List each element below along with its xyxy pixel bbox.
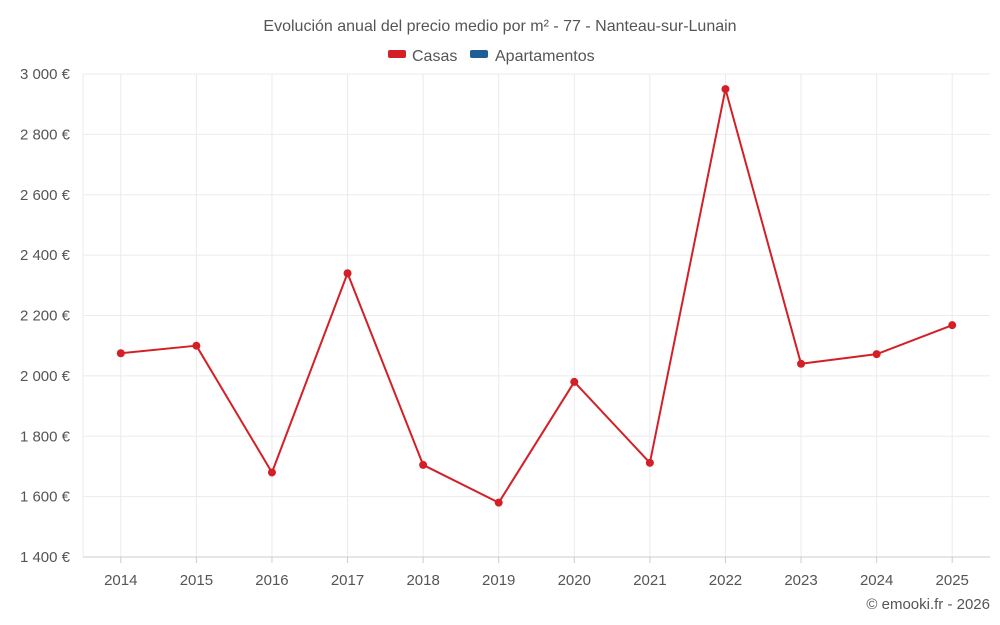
data-point-casas-2023[interactable]: [797, 359, 806, 368]
y-tick-label: 2 200 €: [20, 308, 71, 325]
y-tick-label: 2 000 €: [20, 368, 71, 385]
data-point-casas-2018[interactable]: [419, 460, 428, 469]
y-tick-label: 2 800 €: [20, 126, 71, 143]
x-axis: 2014 2015 2016 2017 2018 2019 2020 2021 2022 2023…: [83, 556, 990, 589]
x-tick-label: 2024: [860, 572, 893, 589]
data-point-casas-2016[interactable]: [267, 468, 276, 477]
x-tick-label: 2016: [255, 572, 288, 589]
x-tick-label: 2017: [331, 572, 364, 589]
credit-text: © emooki.fr - 2026: [866, 596, 990, 613]
legend-label-apartamentos: Apartamentos: [495, 48, 595, 65]
data-point-casas-2021[interactable]: [645, 458, 654, 467]
series-casas: [116, 85, 957, 507]
data-point-casas-2025[interactable]: [948, 321, 957, 330]
data-point-casas-2015[interactable]: [192, 341, 201, 350]
legend-swatch-casas: [388, 50, 406, 58]
y-tick-label: 2 400 €: [20, 247, 71, 264]
data-point-casas-2022[interactable]: [721, 85, 730, 94]
x-tick-label: 2020: [558, 572, 591, 589]
grid: [83, 73, 990, 558]
data-point-casas-2014[interactable]: [116, 349, 125, 358]
x-tick-label: 2015: [180, 572, 213, 589]
y-tick-label: 1 600 €: [20, 489, 71, 506]
x-tick-label: 2014: [104, 572, 137, 589]
x-tick-label: 2023: [784, 572, 817, 589]
data-point-casas-2019[interactable]: [494, 498, 503, 507]
legend-label-casas: Casas: [412, 48, 457, 65]
data-point-casas-2017[interactable]: [343, 269, 352, 278]
x-tick-label: 2025: [936, 572, 969, 589]
y-axis: 1 400 € 1 600 € 1 800 € 2 000 € 2 200 € 2 400…: [20, 66, 84, 566]
legend-item-casas[interactable]: Casas: [388, 48, 457, 65]
legend: Casas Apartamentos: [388, 48, 595, 65]
x-tick-label: 2018: [406, 572, 439, 589]
series-line-casas: [120, 88, 953, 504]
y-tick-label: 3 000 €: [20, 66, 71, 83]
data-point-casas-2020[interactable]: [570, 377, 579, 386]
y-tick-label: 1 800 €: [20, 428, 71, 445]
x-tick-label: 2021: [633, 572, 666, 589]
chart-title: Evolución anual del precio medio por m² …: [263, 18, 736, 35]
y-tick-label: 2 600 €: [20, 187, 71, 204]
y-tick-label: 1 400 €: [20, 549, 71, 566]
x-tick-label: 2019: [482, 572, 515, 589]
legend-item-apartamentos[interactable]: Apartamentos: [470, 48, 595, 65]
data-point-casas-2024[interactable]: [872, 350, 881, 359]
x-tick-label: 2022: [709, 572, 742, 589]
legend-swatch-apartamentos: [470, 50, 488, 58]
